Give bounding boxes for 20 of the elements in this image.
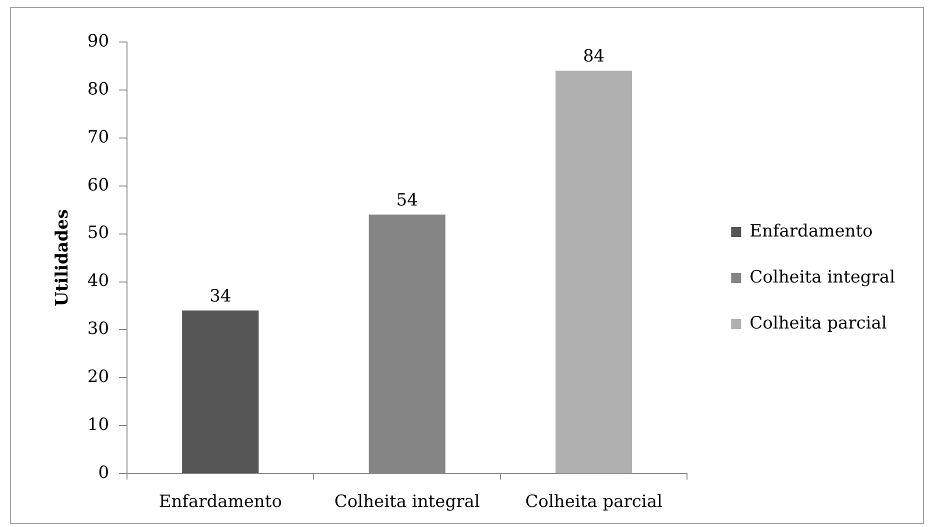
y-tick-label: 70 [87, 127, 110, 148]
legend-label: Colheita integral [750, 267, 896, 288]
y-tick-label: 80 [87, 79, 110, 100]
y-tick-label: 0 [98, 463, 110, 484]
y-tick-label: 20 [87, 367, 110, 388]
y-tick-label: 10 [87, 415, 110, 436]
data-label: 84 [582, 46, 605, 67]
x-tick-label: Enfardamento [158, 492, 282, 512]
y-tick-label: 60 [87, 175, 110, 196]
y-tick-label: 40 [87, 271, 110, 292]
y-tick-label: 90 [87, 31, 110, 52]
y-tick-label: 30 [87, 319, 110, 340]
data-label: 54 [396, 190, 418, 211]
x-tick-label: Colheita parcial [525, 492, 662, 512]
legend-label: Enfardamento [750, 221, 873, 242]
data-label: 34 [210, 286, 232, 306]
legend-label: Colheita parcial [750, 313, 887, 334]
y-tick-label: 50 [87, 223, 110, 244]
y-axis-title: Utilidades [52, 209, 73, 306]
x-tick-label: Colheita integral [334, 492, 480, 512]
